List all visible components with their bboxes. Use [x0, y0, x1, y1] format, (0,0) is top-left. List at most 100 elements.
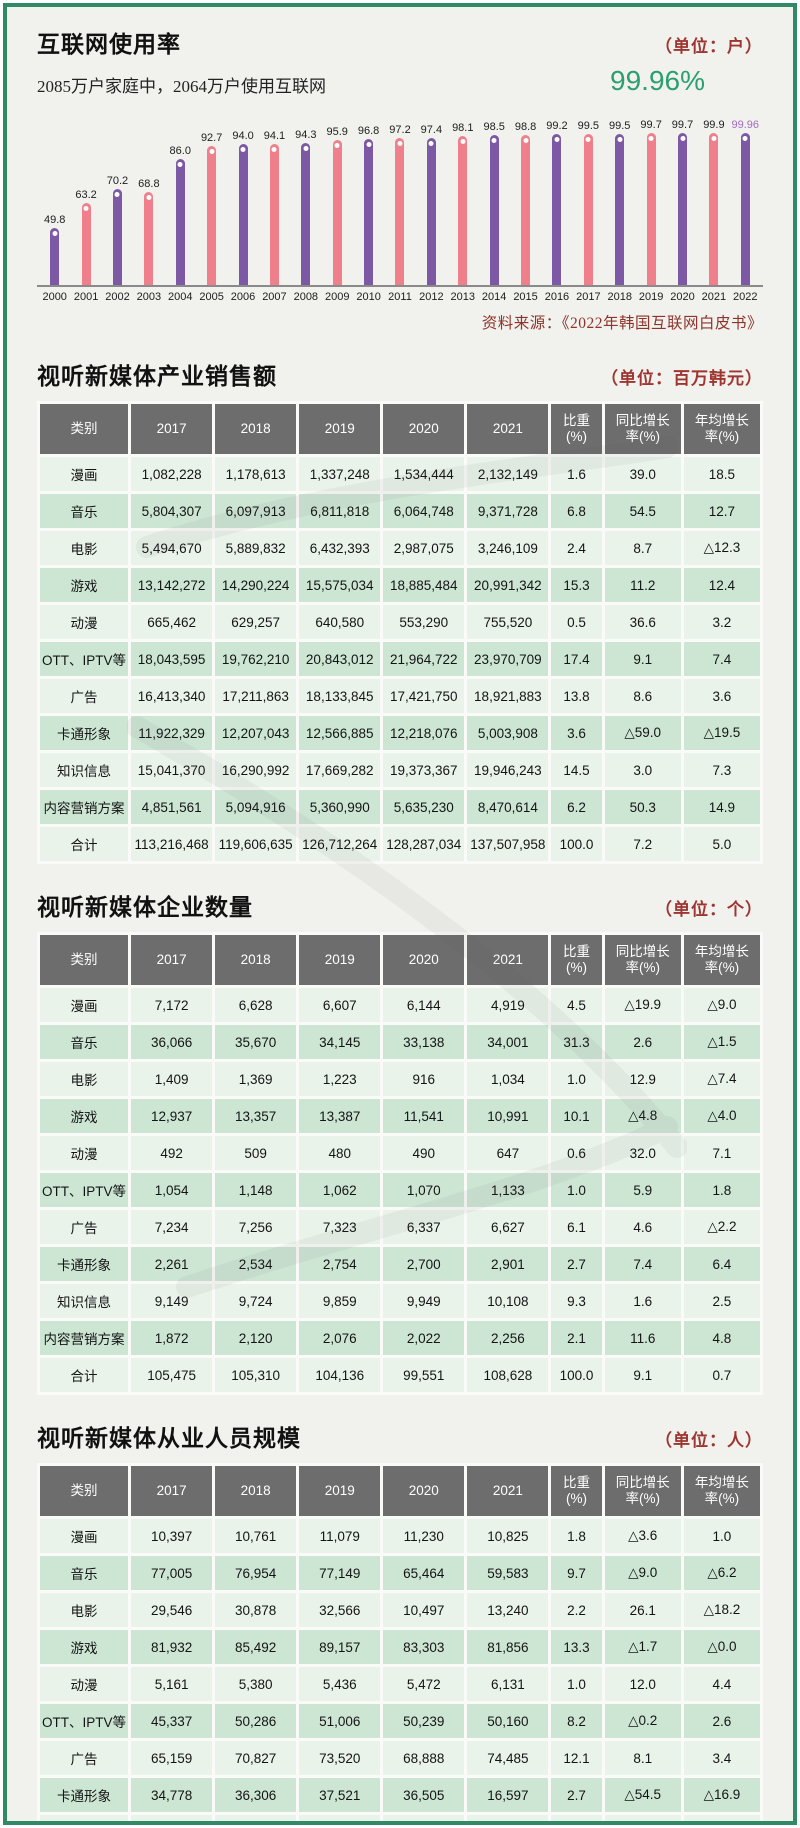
- cell: 1,223: [296, 1059, 384, 1099]
- bar: [207, 146, 217, 285]
- cell: 9.3: [548, 1281, 605, 1321]
- cell: 553,290: [380, 602, 468, 642]
- table-header-row: 类别 2017 2018 2019 2020 2021 比重 (%) 同比增长 率(%) 年均增…: [36, 932, 764, 988]
- cell: 30,878: [212, 1590, 300, 1630]
- company-count-table: 类别 2017 2018 2019 2020 2021 比重 (%) 同比增长 率(%) 年均增…: [36, 932, 764, 1395]
- column-header: 同比增长 率(%): [601, 401, 684, 457]
- cell: 10,108: [464, 1281, 552, 1321]
- year-label: 2000: [42, 291, 67, 303]
- column-header: 类别: [36, 401, 132, 457]
- bar-top-dot: [428, 141, 434, 146]
- cell: 108,628: [464, 1355, 552, 1395]
- column-header: 年均增长 率(%): [680, 1463, 764, 1519]
- row-label: 电影: [36, 1590, 132, 1630]
- cell: 3,246,109: [464, 528, 552, 568]
- cell: 5,094,916: [212, 787, 300, 827]
- table-row: 电影 29,546 30,878 32,566 10,497 13,240 2.2 26.1 △…: [36, 1590, 764, 1630]
- table-row: 游戏 12,937 13,357 13,387 11,541 10,991 10.1 △4.8…: [36, 1096, 764, 1136]
- column-header: 同比增长 率(%): [601, 1463, 684, 1519]
- cell: 82,470: [128, 1812, 216, 1821]
- cell: 6,607: [296, 985, 384, 1025]
- cell: 16,290,992: [212, 750, 300, 790]
- cell: 2.2: [548, 1590, 605, 1630]
- cell: 17,211,863: [212, 676, 300, 716]
- table-row: 漫画 7,172 6,628 6,607 6,144 4,919 4.5 △19.9 △9.0: [36, 985, 764, 1025]
- cell: 10,825: [464, 1516, 552, 1556]
- cell: 81,856: [464, 1627, 552, 1667]
- cell: 6.1: [548, 1207, 605, 1247]
- cell: 13,357: [212, 1096, 300, 1136]
- cell: 5,472: [380, 1664, 468, 1704]
- cell: 19,762,210: [212, 639, 300, 679]
- bar-value-label: 98.1: [452, 122, 474, 134]
- cell: 2,901: [464, 1244, 552, 1284]
- cell: 18,921,883: [464, 676, 552, 716]
- year-label: 2020: [670, 291, 695, 303]
- cell: 1,409: [128, 1059, 216, 1099]
- cell: 11.2: [601, 565, 684, 605]
- table-row: 卡通形象 11,922,329 12,207,043 12,566,885 12,218…: [36, 713, 764, 753]
- cell: 5,804,307: [128, 491, 216, 531]
- year-label: 2006: [230, 291, 256, 303]
- cell: 480: [296, 1133, 384, 1173]
- bar-top-dot: [271, 147, 277, 152]
- cell: 76,954: [212, 1553, 300, 1593]
- bar: [175, 159, 185, 285]
- cell: 2.1: [548, 1318, 605, 1358]
- company-count-table-title: 视听新媒体企业数量: [37, 894, 253, 920]
- cell: △59.0: [601, 713, 684, 753]
- sales-table-unit-label: （单位：百万韩元）: [601, 369, 763, 388]
- cell: 7,323: [296, 1207, 384, 1247]
- bar: [583, 134, 593, 285]
- cell: 11,541: [380, 1096, 468, 1136]
- cell: 916: [380, 1059, 468, 1099]
- column-header: 年均增长 率(%): [680, 401, 764, 457]
- bar-column: 98.8: [510, 121, 541, 285]
- cell: 1.6: [680, 1812, 764, 1821]
- bar-top-dot: [209, 149, 215, 154]
- chart-year-axis: 2000 2001 2002 2003 2004 2005 2006 2007 2008 2009…: [37, 291, 763, 303]
- column-header: 类别: [36, 1463, 132, 1519]
- row-label: 广告: [36, 1738, 132, 1778]
- bar: [740, 133, 750, 285]
- cell: 2,132,149: [464, 454, 552, 494]
- cell: 13,142,272: [128, 565, 216, 605]
- cell: 1,337,248: [296, 454, 384, 494]
- cell: 2,534: [212, 1244, 300, 1284]
- cell: △5.9: [601, 1812, 684, 1821]
- bar-column: 99.5: [604, 120, 635, 285]
- cell: 18,885,484: [380, 565, 468, 605]
- bar-top-dot: [114, 192, 120, 197]
- bar-value-label: 97.4: [420, 124, 443, 136]
- cell: 2,120: [212, 1318, 300, 1358]
- cell: 39.0: [601, 454, 684, 494]
- row-label: 广告: [36, 676, 132, 716]
- sales-table-title: 视听新媒体产业销售额: [37, 363, 277, 389]
- column-header: 2021: [464, 932, 552, 988]
- cell: 100.0: [548, 1355, 605, 1395]
- bar-top-dot: [648, 136, 654, 141]
- cell: 45,337: [128, 1701, 216, 1741]
- cell: 6,432,393: [296, 528, 384, 568]
- bar-top-dot: [397, 141, 403, 146]
- cell: △0.2: [601, 1701, 684, 1741]
- chart-highlight-value: 99.96%: [610, 65, 705, 96]
- cell: 2,987,075: [380, 528, 468, 568]
- bar-value-label: 70.2: [106, 175, 129, 187]
- bar: [144, 192, 154, 285]
- bar-top-dot: [585, 137, 591, 142]
- cell: 36,306: [212, 1775, 300, 1815]
- table-row: 电影 5,494,670 5,889,832 6,432,393 2,987,075 3,…: [36, 528, 764, 568]
- cell: 9,724: [212, 1281, 300, 1321]
- cell: 113,216,468: [128, 824, 216, 864]
- bar-column: 99.7: [667, 119, 698, 285]
- cell: 14.5: [548, 750, 605, 790]
- cell: 6,337: [380, 1207, 468, 1247]
- cell: 2.6: [601, 1022, 684, 1062]
- table-header-row: 类别 2017 2018 2019 2020 2021 比重 (%) 同比增长 率(%) 年均增…: [36, 401, 764, 457]
- cell: 26.1: [601, 1590, 684, 1630]
- row-label: 内容营销方案: [36, 1318, 132, 1358]
- cell: 34,778: [128, 1775, 216, 1815]
- cell: 6,627: [464, 1207, 552, 1247]
- row-label: 漫画: [36, 1516, 132, 1556]
